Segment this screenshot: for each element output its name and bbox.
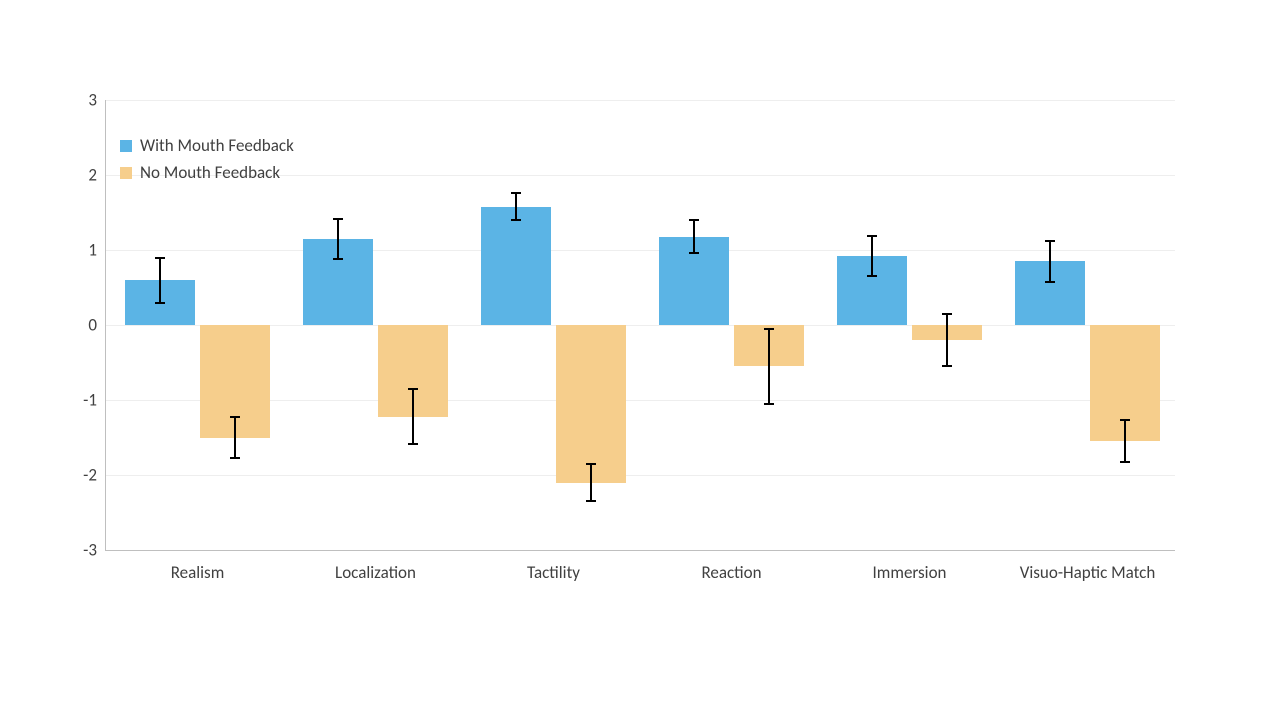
error-cap: [230, 457, 240, 459]
error-bar: [946, 314, 948, 367]
error-bar: [590, 464, 592, 502]
error-cap: [689, 252, 699, 254]
y-tick-label: -1: [57, 390, 97, 411]
y-tick-label: -2: [57, 465, 97, 486]
error-cap: [333, 218, 343, 220]
legend-swatch: [120, 167, 132, 179]
chart-container: -3-2-10123RealismLocalizationTactilityRe…: [75, 100, 1175, 600]
gridline: [105, 475, 1175, 476]
legend-label: With Mouth Feedback: [140, 135, 294, 156]
bar-with-feedback: [481, 207, 551, 326]
error-bar: [337, 219, 339, 260]
error-cap: [1120, 419, 1130, 421]
legend: With Mouth Feedback No Mouth Feedback: [120, 135, 294, 189]
gridline: [105, 100, 1175, 101]
error-cap: [230, 416, 240, 418]
x-tick-label: Tactility: [527, 562, 580, 583]
legend-item: No Mouth Feedback: [120, 162, 294, 183]
legend-swatch: [120, 140, 132, 152]
error-bar: [1049, 241, 1051, 282]
error-cap: [511, 219, 521, 221]
error-cap: [942, 313, 952, 315]
gridline: [105, 250, 1175, 251]
error-cap: [155, 302, 165, 304]
error-bar: [159, 258, 161, 303]
error-bar: [871, 236, 873, 277]
x-tick-label: Visuo-Haptic Match: [1020, 562, 1156, 583]
y-tick-label: 1: [57, 240, 97, 261]
bar-no-feedback: [556, 325, 626, 483]
error-cap: [586, 500, 596, 502]
error-bar: [412, 389, 414, 445]
x-tick-label: Localization: [335, 562, 416, 583]
error-cap: [689, 219, 699, 221]
gridline: [105, 550, 1175, 551]
error-cap: [586, 463, 596, 465]
error-cap: [764, 403, 774, 405]
error-cap: [155, 257, 165, 259]
y-tick-label: 2: [57, 165, 97, 186]
error-cap: [1045, 240, 1055, 242]
error-cap: [408, 443, 418, 445]
error-bar: [1124, 420, 1126, 462]
legend-item: With Mouth Feedback: [120, 135, 294, 156]
error-bar: [693, 220, 695, 253]
error-cap: [1045, 281, 1055, 283]
error-bar: [768, 329, 770, 404]
error-cap: [764, 328, 774, 330]
y-tick-label: 0: [57, 315, 97, 336]
y-tick-label: -3: [57, 540, 97, 561]
error-cap: [511, 192, 521, 194]
x-tick-label: Reaction: [701, 562, 761, 583]
y-tick-label: 3: [57, 90, 97, 111]
x-tick-label: Immersion: [873, 562, 947, 583]
error-cap: [333, 258, 343, 260]
error-cap: [942, 365, 952, 367]
error-cap: [867, 275, 877, 277]
error-cap: [867, 235, 877, 237]
y-axis-line: [105, 100, 106, 550]
legend-label: No Mouth Feedback: [140, 162, 280, 183]
x-tick-label: Realism: [171, 562, 225, 583]
error-bar: [515, 193, 517, 220]
error-cap: [1120, 461, 1130, 463]
error-cap: [408, 388, 418, 390]
error-bar: [234, 417, 236, 458]
